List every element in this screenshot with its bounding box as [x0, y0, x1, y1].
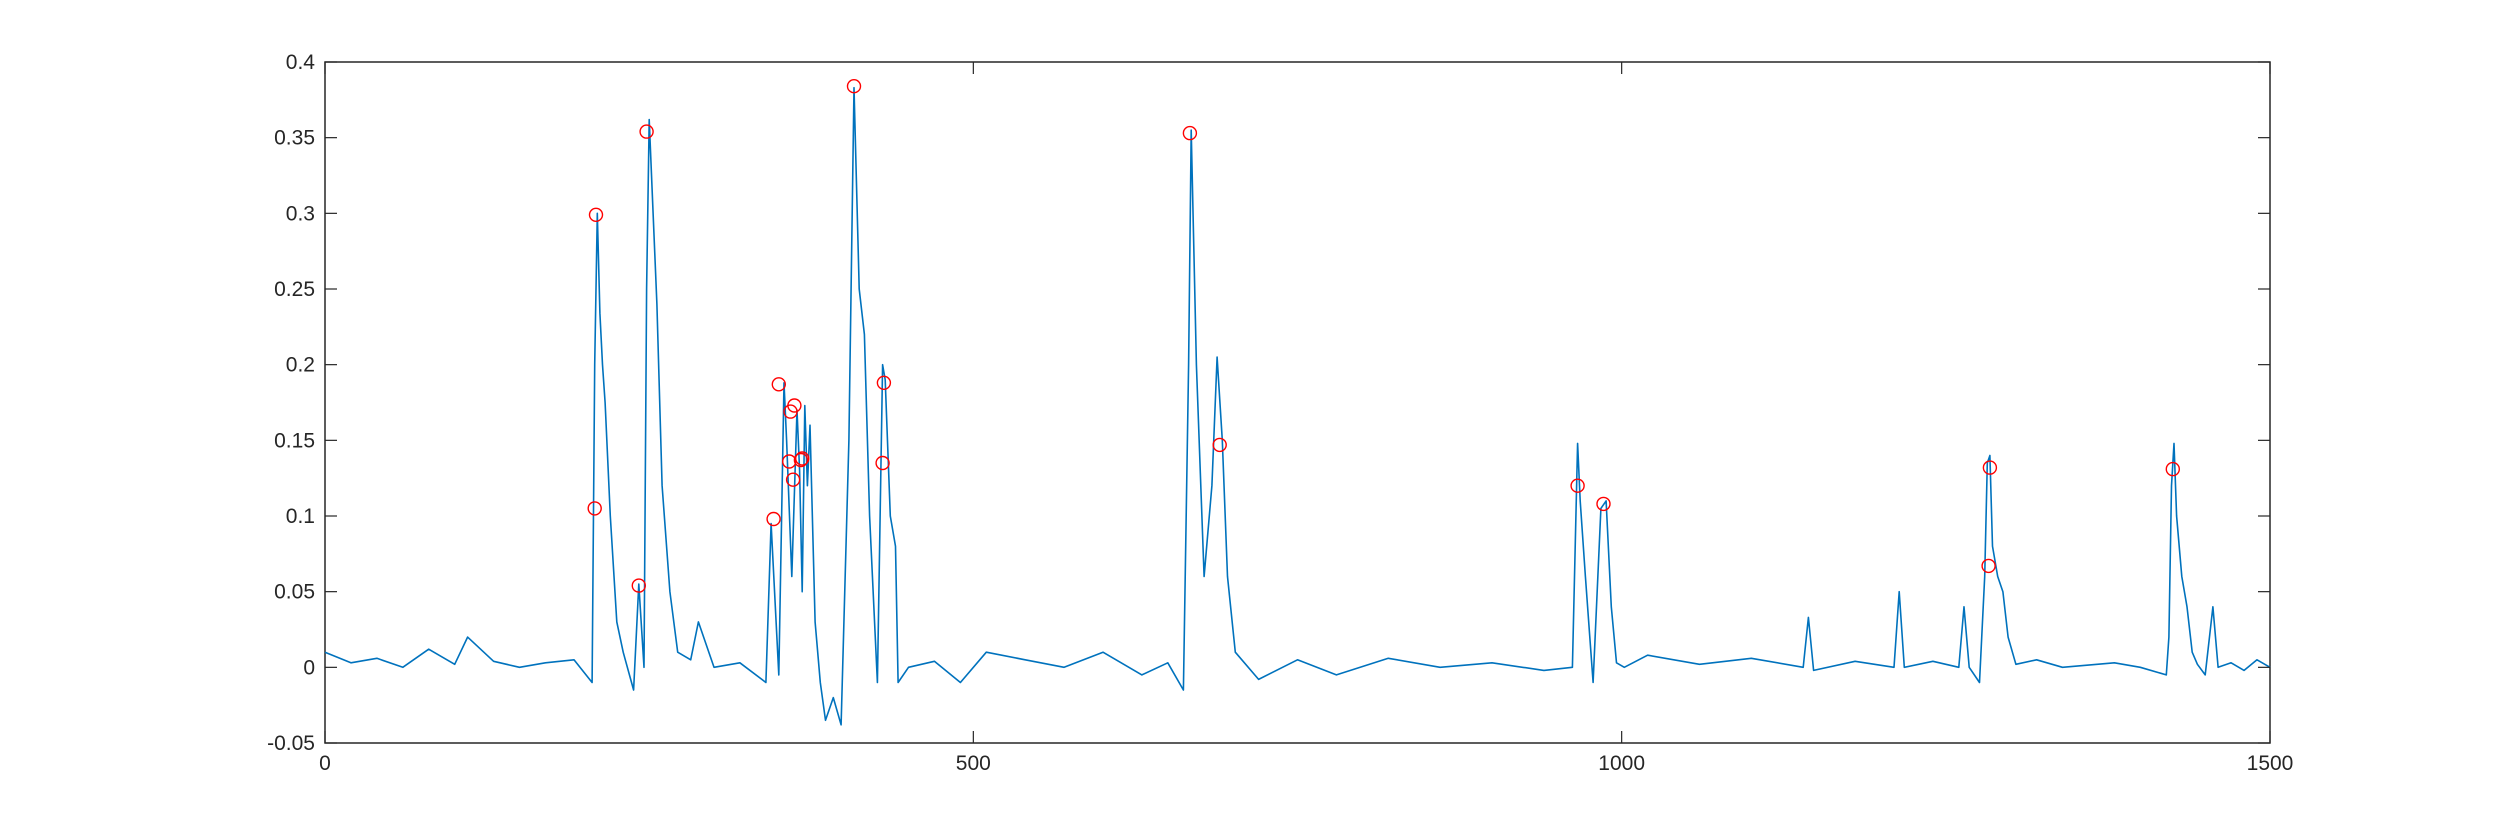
- peak-marker: [639, 124, 654, 139]
- y-tick-label: 0: [303, 656, 315, 679]
- peak-marker: [785, 472, 801, 487]
- y-tick-label: 0.05: [274, 581, 315, 604]
- peak-marker: [876, 375, 892, 390]
- peak-marker: [771, 377, 786, 392]
- peak-marker: [588, 207, 604, 223]
- y-tick-label: 0.4: [286, 51, 316, 74]
- plot-area: [324, 61, 2271, 744]
- y-tick-label: 0.35: [274, 127, 315, 150]
- peak-marker: [846, 78, 862, 94]
- axis-ticks: [324, 61, 2271, 744]
- x-tick-label: 1000: [1598, 752, 1645, 775]
- y-tick-label: 0.3: [286, 202, 315, 225]
- series-layer: [324, 86, 2271, 726]
- peak-marker: [1570, 478, 1585, 493]
- peak-marker: [1981, 558, 1996, 574]
- y-tick-label: 0.1: [286, 505, 315, 528]
- y-tick-label: -0.05: [267, 732, 315, 755]
- peak-marker: [631, 578, 646, 593]
- peak-marker: [1182, 125, 1198, 141]
- peak-markers: [587, 78, 2181, 593]
- peak-marker: [793, 452, 809, 468]
- peak-marker: [587, 501, 602, 516]
- peak-marker: [1982, 460, 1998, 475]
- peak-marker: [1212, 437, 1227, 453]
- x-tick-label: 1500: [2247, 752, 2294, 775]
- axes-box: [324, 61, 2271, 744]
- peak-marker: [2165, 461, 2181, 477]
- signal-line: [324, 86, 2271, 726]
- y-axis-tick-labels: -0.05 0 0.05 0.1 0.15 0.2 0.25 0.3 0.35 0.4: [267, 51, 315, 755]
- y-tick-label: 0.25: [274, 278, 315, 301]
- y-tick-label: 0.2: [286, 354, 315, 377]
- y-tick-label: 0.15: [274, 429, 315, 452]
- peak-marker: [766, 511, 781, 527]
- x-axis-tick-labels: 0 500 1000 1500: [319, 752, 2293, 775]
- x-tick-label: 0: [319, 752, 331, 775]
- peak-marker: [787, 398, 802, 413]
- x-tick-label: 500: [956, 752, 991, 775]
- peak-marker: [1596, 496, 1611, 512]
- peak-marker: [795, 451, 810, 466]
- peak-marker: [875, 455, 890, 471]
